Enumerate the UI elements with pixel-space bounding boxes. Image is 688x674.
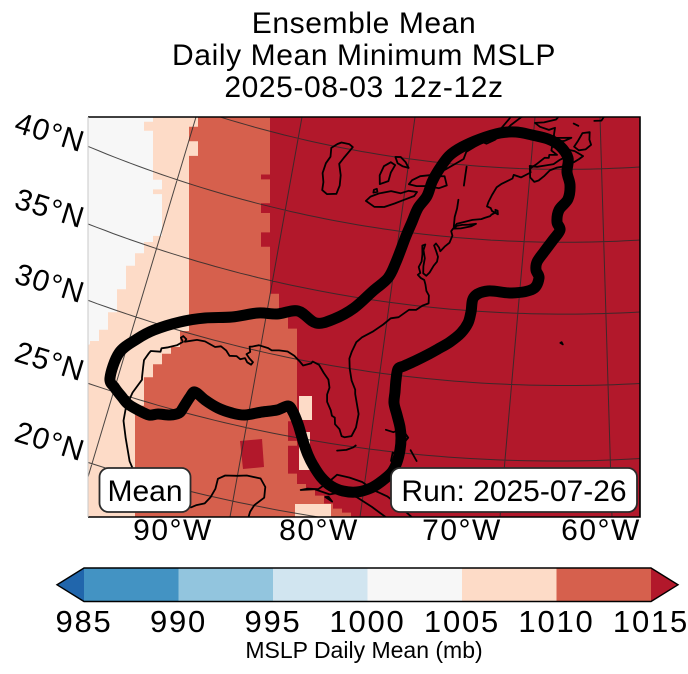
svg-text:80°W: 80°W xyxy=(279,514,359,547)
svg-text:70°W: 70°W xyxy=(422,514,502,547)
svg-text:995: 995 xyxy=(244,604,301,639)
svg-text:Mean: Mean xyxy=(107,475,182,508)
svg-text:1005: 1005 xyxy=(424,604,500,639)
svg-text:1010: 1010 xyxy=(518,604,594,639)
svg-text:Ensemble Mean: Ensemble Mean xyxy=(252,7,477,40)
svg-text:985: 985 xyxy=(55,604,112,639)
svg-text:30°N: 30°N xyxy=(11,258,89,310)
svg-text:Run: 2025-07-26: Run: 2025-07-26 xyxy=(401,475,626,508)
svg-text:90°W: 90°W xyxy=(133,514,213,547)
svg-text:35°N: 35°N xyxy=(11,183,89,235)
svg-text:2025-08-03 12z-12z: 2025-08-03 12z-12z xyxy=(224,71,503,104)
svg-text:990: 990 xyxy=(150,604,207,639)
svg-text:Daily Mean Minimum MSLP: Daily Mean Minimum MSLP xyxy=(172,39,556,72)
svg-text:1015: 1015 xyxy=(613,604,688,639)
svg-text:20°N: 20°N xyxy=(11,416,89,468)
svg-text:MSLP Daily Mean (mb): MSLP Daily Mean (mb) xyxy=(245,637,482,663)
svg-text:40°N: 40°N xyxy=(11,107,89,159)
svg-text:60°W: 60°W xyxy=(561,514,641,547)
svg-text:1000: 1000 xyxy=(329,604,405,639)
svg-text:25°N: 25°N xyxy=(11,336,89,388)
